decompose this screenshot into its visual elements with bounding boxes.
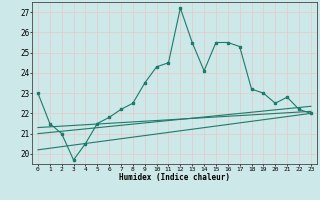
- X-axis label: Humidex (Indice chaleur): Humidex (Indice chaleur): [119, 173, 230, 182]
